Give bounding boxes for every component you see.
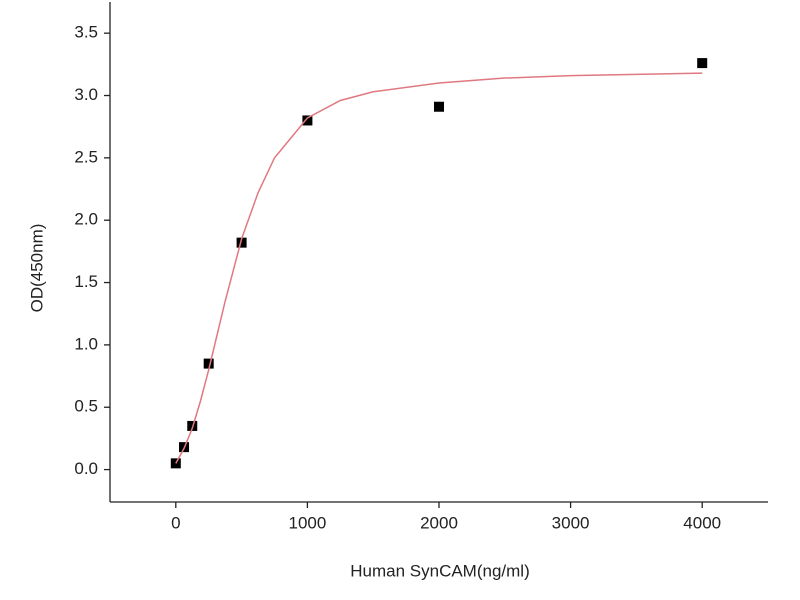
- x-tick-label: 4000: [683, 513, 721, 532]
- data-point: [434, 101, 444, 112]
- data-point: [203, 358, 214, 369]
- data-point: [302, 115, 313, 126]
- y-tick-label: 2.0: [74, 210, 98, 229]
- x-axis-label: Human SynCAM(ng/ml): [350, 561, 530, 580]
- y-tick-label: 1.0: [74, 334, 98, 353]
- y-axis-label: OD(450nm): [27, 224, 46, 313]
- y-tick-label: 1.5: [74, 272, 98, 291]
- fit-curve: [175, 72, 703, 464]
- y-tick-label: 2.5: [74, 147, 98, 166]
- x-tick-label: 3000: [552, 513, 590, 532]
- y-tick-label: 3.5: [74, 23, 98, 42]
- data-point: [236, 237, 247, 248]
- y-tick-label: 3.0: [74, 85, 98, 104]
- x-tick-label: 2000: [420, 513, 458, 532]
- y-tick-label: 0.5: [74, 397, 98, 416]
- y-tick-label: 0.0: [74, 459, 98, 478]
- x-tick-label: 1000: [288, 513, 326, 532]
- x-tick-label: 0: [171, 513, 180, 532]
- data-point: [697, 58, 708, 69]
